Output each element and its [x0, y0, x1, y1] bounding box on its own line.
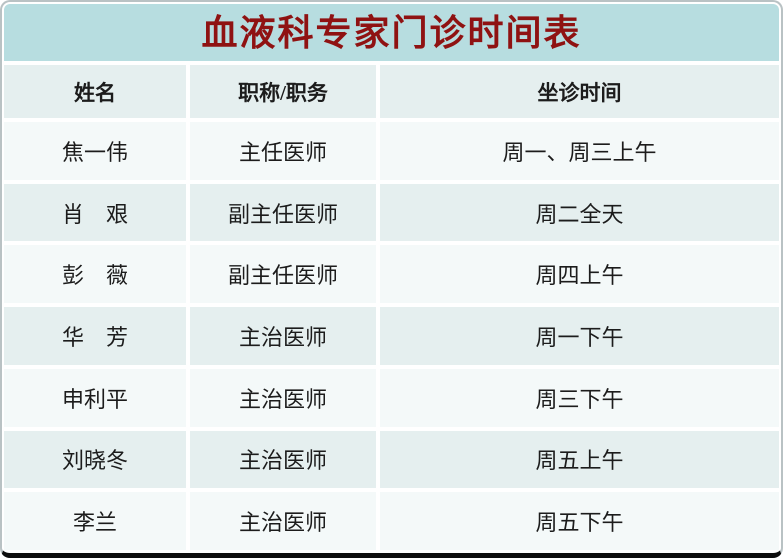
table-row: 肖 艰副主任医师 周二全天 — [4, 183, 779, 242]
title-banner: 血液科专家门诊时间表 — [4, 4, 779, 61]
table-cell: 主治医师 — [190, 492, 376, 550]
table-row: 申利平 主治医师 周三下午 — [4, 368, 779, 427]
table-cell: 主治医师 — [190, 368, 376, 427]
table-cell: 主治医师 — [190, 307, 376, 365]
table-cell: 周四上午 — [380, 245, 779, 304]
page-title: 血液科专家门诊时间表 — [201, 12, 582, 53]
header-cell: 职称/职务 — [190, 65, 376, 118]
table-cell: 周五上午 — [380, 430, 779, 489]
table-cell: 焦一伟 — [4, 122, 186, 180]
table-cell: 副主任医师 — [190, 183, 376, 242]
table-cell: 周一、周三上午 — [380, 122, 779, 180]
table-row: 焦一伟 主任医师 周一、周三上午 — [4, 122, 779, 180]
header-cell: 姓名 — [4, 65, 186, 118]
table-cell: 主治医师 — [190, 430, 376, 489]
header-cell: 坐诊时间 — [380, 65, 779, 118]
table-row: 李兰 主治医师 周五下午 — [4, 492, 779, 550]
table-cell: 周一下午 — [380, 307, 779, 365]
table-cell: 申利平 — [4, 368, 186, 427]
table-cell: 副主任医师 — [190, 245, 376, 304]
table-cell: 华 芳 — [4, 307, 186, 365]
table-cell: 刘晓冬 — [4, 430, 186, 489]
table-cell: 彭 薇 — [4, 245, 186, 304]
table-row: 刘晓冬 主治医师 周五上午 — [4, 430, 779, 489]
table-cell: 周三下午 — [380, 368, 779, 427]
table-cell: 周五下午 — [380, 492, 779, 550]
table-cell: 李兰 — [4, 492, 186, 550]
table-row: 彭 薇副主任医师 周四上午 — [4, 245, 779, 304]
table-row: 华 芳主治医师 周一下午 — [4, 307, 779, 365]
table-cell: 肖 艰 — [4, 183, 186, 242]
table-cell: 周二全天 — [380, 183, 779, 242]
table-cell: 主任医师 — [190, 122, 376, 180]
header-row: 姓名 职称/职务 坐诊时间 — [4, 65, 779, 118]
